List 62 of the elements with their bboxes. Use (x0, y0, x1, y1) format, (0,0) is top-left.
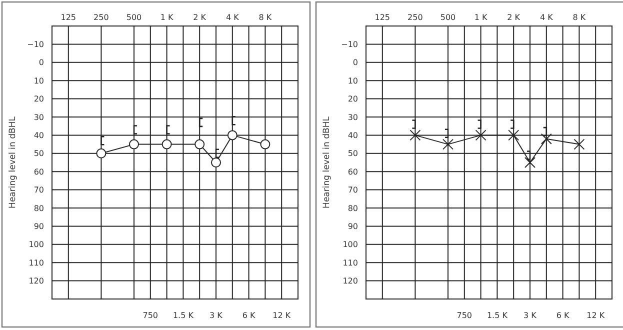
y-tick-label: 0 (352, 58, 358, 68)
x-tick-label: 6 K (556, 310, 570, 320)
x-tick-label: 2 K (507, 12, 521, 22)
point (129, 139, 139, 150)
y-tick-label: 50 (348, 149, 358, 158)
y-tick-label: 0 (38, 58, 44, 68)
point (211, 158, 221, 168)
x-tick-label: 750 (456, 310, 472, 320)
y-tick-label: 120 (28, 276, 44, 286)
x-tick-label: 1.5 K (172, 310, 194, 320)
y-axis-title: Hearing level in dBHL (322, 116, 332, 208)
y-tick-label: 20 (34, 94, 44, 104)
y-tick-label: 40 (348, 131, 358, 140)
x-tick-label: 8 K (258, 12, 272, 22)
y-tick-label: −10 (27, 40, 44, 49)
y-tick-label: 80 (348, 204, 358, 213)
x-tick-label: 3 K (210, 310, 224, 320)
x-tick-label: 1 K (474, 12, 488, 22)
point (227, 130, 238, 140)
y-tick-label: 30 (34, 112, 44, 122)
x-tick-label: 250 (408, 12, 423, 22)
point (162, 139, 172, 150)
x-tick-label: 4 K (226, 12, 240, 22)
y-tick-label: 100 (28, 240, 44, 250)
point (96, 148, 106, 158)
x-tick-label: 125 (374, 12, 390, 22)
y-tick-label: 90 (34, 222, 44, 231)
y-tick-label: 110 (342, 258, 358, 268)
x-tick-label: 8 K (572, 12, 586, 22)
y-tick-label: 100 (342, 240, 358, 250)
x-tick-label: 12 K (586, 310, 606, 320)
point (194, 139, 205, 150)
x-tick-label: 12 K (272, 310, 292, 320)
x-tick-label: 2 K (193, 12, 207, 22)
y-tick-label: 120 (342, 276, 358, 286)
x-tick-label: 125 (60, 12, 76, 22)
y-tick-label: 40 (34, 131, 44, 140)
y-tick-label: 20 (348, 94, 358, 104)
y-tick-label: 70 (34, 186, 44, 195)
x-tick-label: 1.5 K (486, 310, 508, 320)
y-tick-label: 60 (34, 167, 44, 176)
y-tick-label: 10 (34, 76, 44, 86)
y-tick-label: 110 (28, 258, 44, 268)
x-tick-label: 3 K (524, 310, 538, 320)
y-tick-label: −10 (341, 40, 358, 49)
y-axis-title: Hearing level in dBHL (8, 116, 18, 208)
y-tick-label: 10 (348, 76, 358, 86)
point (260, 139, 270, 150)
x-tick-label: 6 K (242, 310, 256, 320)
x-tick-label: 500 (126, 12, 142, 22)
x-tick-label: 500 (440, 12, 456, 22)
y-tick-label: 70 (348, 186, 358, 195)
y-tick-label: 80 (34, 204, 44, 213)
y-tick-label: 50 (34, 149, 44, 158)
x-tick-label: 1 K (160, 12, 174, 22)
y-tick-label: 90 (348, 222, 358, 231)
x-tick-label: 250 (94, 12, 109, 22)
point (574, 138, 585, 150)
x-tick-label: 4 K (540, 12, 554, 22)
y-tick-label: 60 (348, 167, 358, 176)
y-tick-label: 30 (348, 112, 358, 122)
x-tick-label: 750 (142, 310, 158, 320)
